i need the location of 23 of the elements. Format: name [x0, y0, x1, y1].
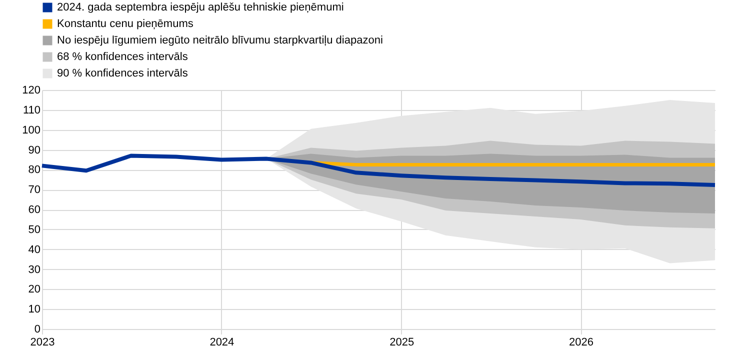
legend-label: 90 % konfidences intervāls [57, 68, 188, 80]
line-series [40, 154, 717, 188]
y-tick-label: 50 [28, 224, 40, 236]
y-tick-label: 40 [28, 244, 40, 256]
y-tick-label: 80 [28, 164, 40, 176]
y-tick-label: 120 [22, 84, 40, 96]
legend-label: Konstantu cenu pieņēmums [57, 18, 194, 30]
x-tick-label: 2026 [569, 336, 594, 348]
x-tick-label: 2023 [30, 336, 55, 348]
y-tick-label: 110 [22, 104, 40, 116]
y-tick-label: 30 [28, 264, 40, 276]
y-tick-label: 70 [28, 184, 40, 196]
y-tick-label: 100 [22, 124, 40, 136]
y-tick-label: 0 [34, 324, 40, 336]
x-tick-label: 2025 [390, 336, 414, 348]
y-tick-label: 60 [28, 204, 40, 216]
y-tick-label: 10 [28, 304, 40, 316]
legend-label: 2024. gada septembra iespēju aplēšu tehniskie pieņēmumi [57, 2, 344, 14]
legend-label: 68 % konfidences intervāls [57, 51, 188, 63]
x-tick-label: 2024 [210, 336, 234, 348]
legend-label: No iespēju līgumiem iegūto neitrālo blīvumu starpkvartiļu diapazoni [57, 34, 383, 46]
y-tick-label: 20 [28, 284, 40, 296]
y-tick-label: 90 [28, 144, 40, 156]
